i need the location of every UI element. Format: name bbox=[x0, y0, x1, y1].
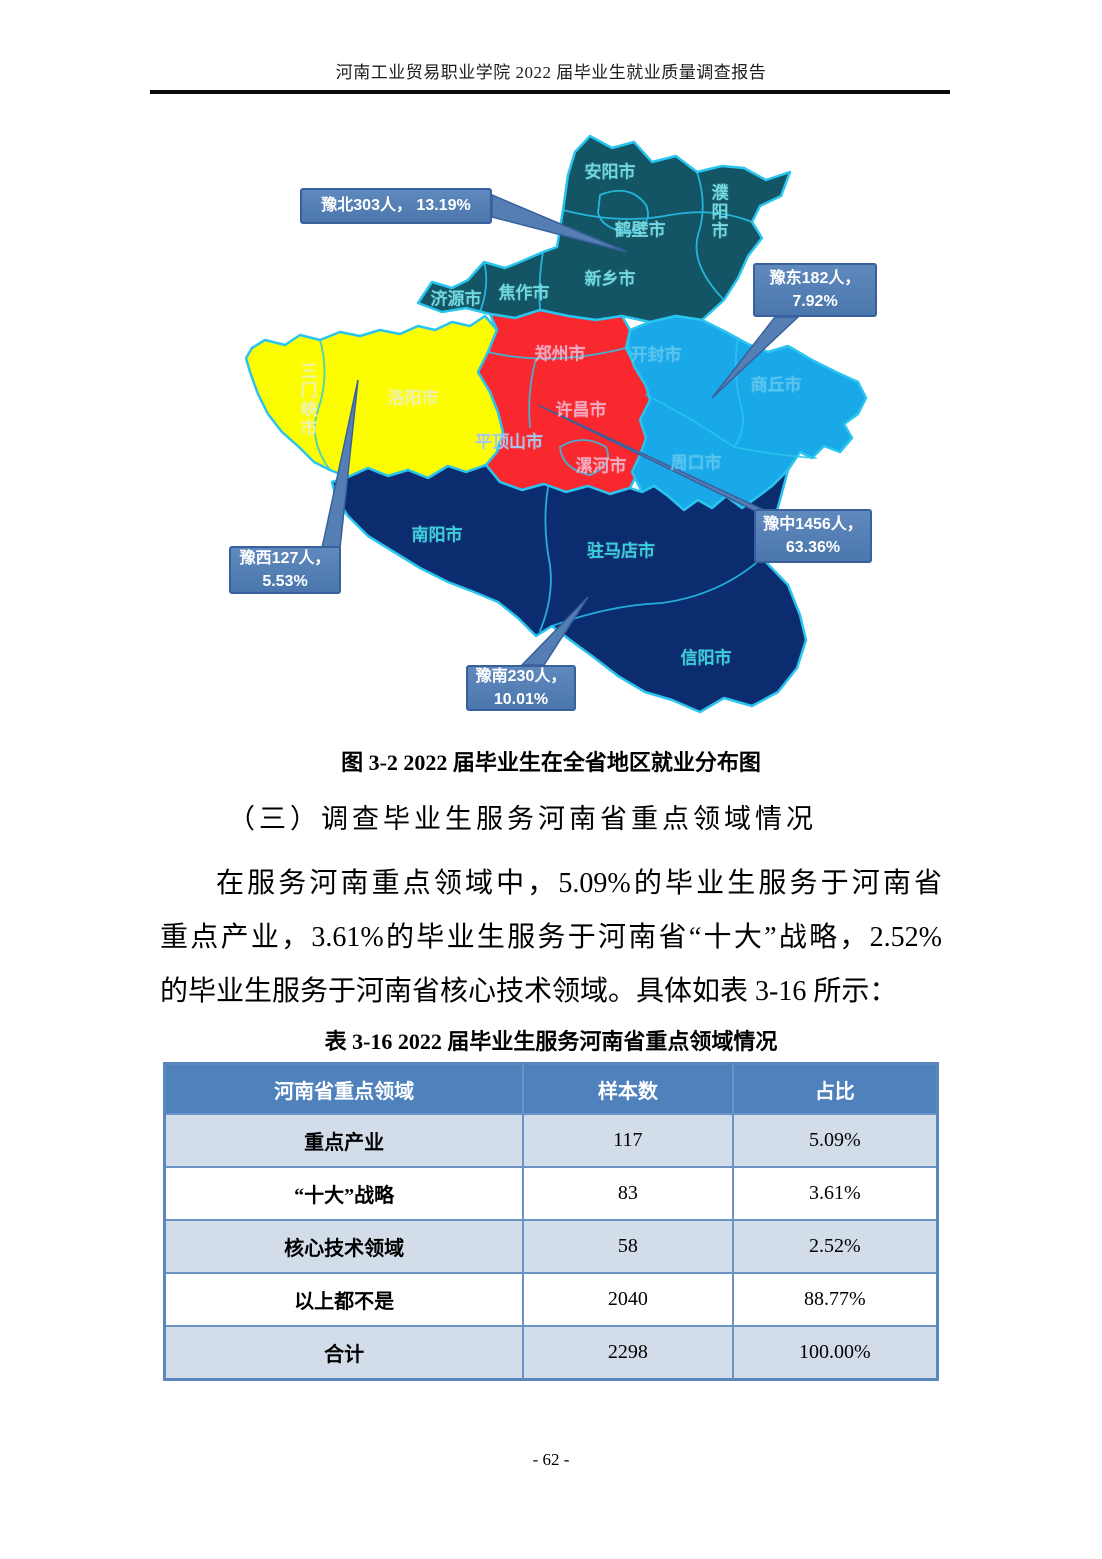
city-label-kaifeng: 开封市 bbox=[630, 345, 682, 365]
city-label-xinyang: 信阳市 bbox=[680, 648, 732, 668]
table-caption: 表 3-16 2022 届毕业生服务河南省重点领域情况 bbox=[324, 1029, 778, 1054]
row-label: 以上都不是 bbox=[163, 1272, 525, 1327]
callout-yunan: 豫南230人， 10.01% bbox=[466, 665, 576, 711]
city-boundaries-north bbox=[479, 171, 753, 313]
city-label-puyang: 濮阳市 bbox=[708, 183, 728, 241]
row-pct: 88.77% bbox=[731, 1272, 939, 1327]
row-count: 58 bbox=[522, 1219, 734, 1274]
city-boundaries-center bbox=[487, 347, 627, 476]
callout-yuxi: 豫西127人， 5.53% bbox=[229, 546, 341, 594]
city-label-shangqiu: 商丘市 bbox=[750, 375, 802, 395]
callout-yuxi-line1: 豫西127人， bbox=[239, 549, 331, 567]
region-yunan bbox=[330, 463, 808, 714]
city-label-zhengzhou: 郑州市 bbox=[534, 344, 586, 364]
city-boundaries-south bbox=[539, 486, 763, 632]
callout-yudong-line2: 7.92% bbox=[792, 293, 838, 310]
row-label: 核心技术领域 bbox=[163, 1219, 525, 1274]
row-label: “十大”战略 bbox=[163, 1166, 525, 1221]
callout-yuzhong-line2: 63.36% bbox=[785, 539, 841, 556]
map-svg bbox=[244, 134, 868, 714]
figure-caption: 图 3-2 2022 届毕业生在全省地区就业分布图 bbox=[341, 750, 761, 775]
callout-yuzhong: 豫中1456人， 63.36% bbox=[754, 509, 872, 563]
col-header-area: 河南省重点领域 bbox=[163, 1062, 525, 1115]
callout-yudong: 豫东182人， 7.92% bbox=[753, 263, 877, 317]
page-header-title: 河南工业贸易职业学院 2022 届毕业生就业质量调查报告 bbox=[335, 63, 767, 82]
callout-yuxi-line2: 5.53% bbox=[262, 573, 308, 590]
table-header-row: 河南省重点领域 样本数 占比 bbox=[163, 1062, 939, 1115]
region-yuxi bbox=[244, 314, 505, 480]
city-label-hebi: 鹤壁市 bbox=[614, 220, 666, 240]
city-boundaries-east bbox=[645, 337, 817, 459]
row-pct: 100.00% bbox=[731, 1325, 939, 1381]
city-label-xinxiang: 新乡市 bbox=[584, 269, 636, 289]
city-boundaries-west bbox=[313, 339, 331, 471]
city-label-zhoukou: 周口市 bbox=[670, 453, 722, 473]
city-label-sanmenxia: 三门峡市 bbox=[297, 362, 317, 438]
row-label: 重点产业 bbox=[163, 1113, 525, 1168]
leader-yudong bbox=[711, 316, 800, 399]
city-label-zhumadian: 驻马店市 bbox=[587, 541, 655, 561]
table-row: 以上都不是 2040 88.77% bbox=[163, 1272, 939, 1327]
section-heading: （三）调查毕业生服务河南省重点领域情况 bbox=[228, 804, 817, 834]
table-row: 合计 2298 100.00% bbox=[163, 1325, 939, 1381]
city-label-nanyang: 南阳市 bbox=[411, 525, 463, 545]
city-label-jiaozuo: 焦作市 bbox=[498, 283, 550, 303]
city-label-luohe: 漯河市 bbox=[575, 456, 627, 476]
col-header-count: 样本数 bbox=[522, 1062, 734, 1115]
city-label-xuchang: 许昌市 bbox=[555, 400, 607, 420]
row-pct: 3.61% bbox=[731, 1166, 939, 1221]
table-row: 重点产业 117 5.09% bbox=[163, 1113, 939, 1168]
callout-yubei-text: 豫北303人， 13.19% bbox=[321, 197, 471, 215]
paragraph-line: 的毕业生服务于河南省核心技术领域。具体如表 3-16 所示： bbox=[160, 976, 898, 1007]
paragraph-line: 重点产业，3.61%的毕业生服务于河南省“十大”战略，2.52% bbox=[160, 922, 942, 953]
leader-yubei bbox=[491, 193, 628, 253]
callout-yuzhong-line1: 豫中1456人， bbox=[763, 515, 863, 533]
henan-employment-map: 安阳市 濮阳市 鹤壁市 新乡市 焦作市 济源市 郑州市 开封市 商丘市 洛阳市 … bbox=[190, 125, 880, 750]
callout-yudong-line1: 豫东182人， bbox=[769, 269, 861, 287]
paragraph-line: 在服务河南重点领域中，5.09%的毕业生服务于河南省 bbox=[216, 868, 942, 899]
col-header-pct: 占比 bbox=[731, 1062, 939, 1115]
row-count: 2040 bbox=[522, 1272, 734, 1327]
callout-yunan-line2: 10.01% bbox=[493, 691, 549, 708]
callout-yunan-line1: 豫南230人， bbox=[475, 667, 567, 685]
key-areas-table: 河南省重点领域 样本数 占比 重点产业 117 5.09% “十大”战略 83 … bbox=[163, 1062, 939, 1381]
row-count: 2298 bbox=[522, 1325, 734, 1381]
row-label: 合计 bbox=[163, 1325, 525, 1381]
row-pct: 5.09% bbox=[731, 1113, 939, 1168]
header-rule bbox=[150, 90, 950, 94]
table-row: 核心技术领域 58 2.52% bbox=[163, 1219, 939, 1274]
city-label-anyang: 安阳市 bbox=[584, 162, 636, 182]
body-paragraph: 在服务河南重点领域中，5.09%的毕业生服务于河南省 重点产业，3.61%的毕业… bbox=[160, 857, 942, 1019]
city-label-pingdingshan: 平顶山市 bbox=[475, 432, 543, 452]
row-count: 83 bbox=[522, 1166, 734, 1221]
callout-yubei: 豫北303人， 13.19% bbox=[300, 188, 492, 224]
row-count: 117 bbox=[522, 1113, 734, 1168]
row-pct: 2.52% bbox=[731, 1219, 939, 1274]
city-label-jiyuan: 济源市 bbox=[430, 289, 482, 309]
page-number: - 62 - bbox=[532, 1450, 570, 1469]
table-row: “十大”战略 83 3.61% bbox=[163, 1166, 939, 1221]
city-label-luoyang: 洛阳市 bbox=[387, 388, 439, 408]
